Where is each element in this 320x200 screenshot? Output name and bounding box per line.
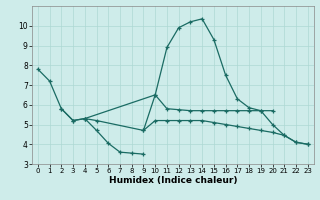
X-axis label: Humidex (Indice chaleur): Humidex (Indice chaleur) (108, 176, 237, 185)
